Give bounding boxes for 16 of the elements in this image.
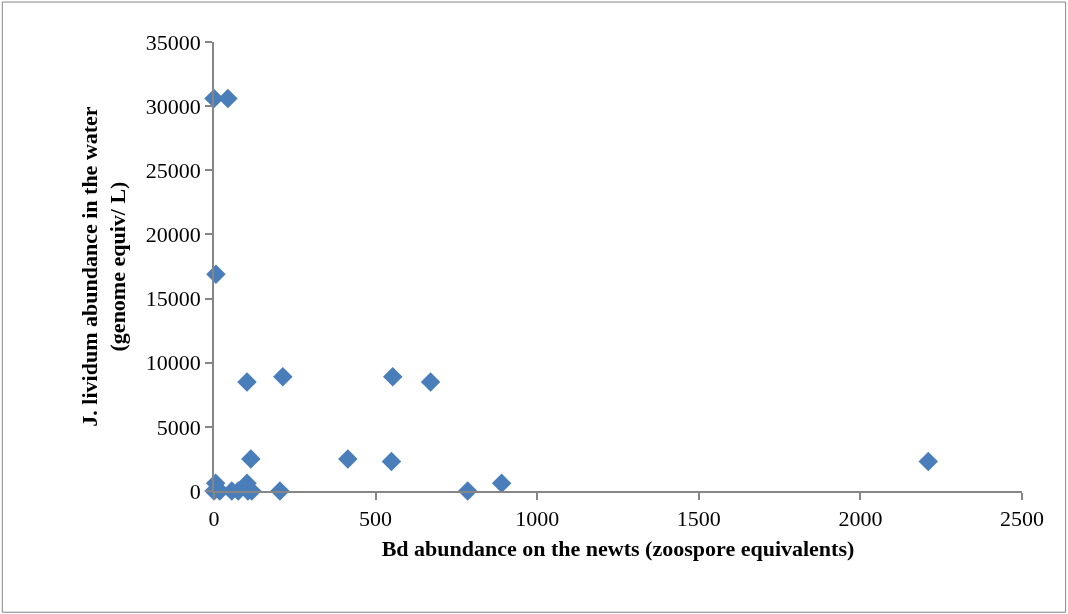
x-tick-label: 500	[359, 506, 393, 532]
y-tick-label: 25000	[145, 157, 201, 183]
y-axis-title: J. lividum abundance in the water (genome equiv/ L)	[76, 106, 131, 427]
y-tick-label: 20000	[145, 222, 201, 248]
y-tick-label: 35000	[145, 29, 201, 55]
x-tick-label: 0	[208, 506, 220, 532]
x-tick-label: 2000	[838, 506, 883, 532]
y-tick-label: 10000	[145, 350, 201, 376]
y-tick-label: 30000	[145, 93, 201, 119]
x-axis-title: Bd abundance on the newts (zoospore equivalents)	[381, 535, 855, 561]
x-tick-label: 1500	[676, 506, 721, 532]
x-tick-label: 2500	[1000, 506, 1044, 532]
y-tick-label: 0	[189, 478, 201, 504]
y-tick-label: 5000	[156, 414, 201, 440]
y-tick-label: 15000	[145, 286, 201, 312]
x-tick-label: 1000	[515, 506, 560, 532]
